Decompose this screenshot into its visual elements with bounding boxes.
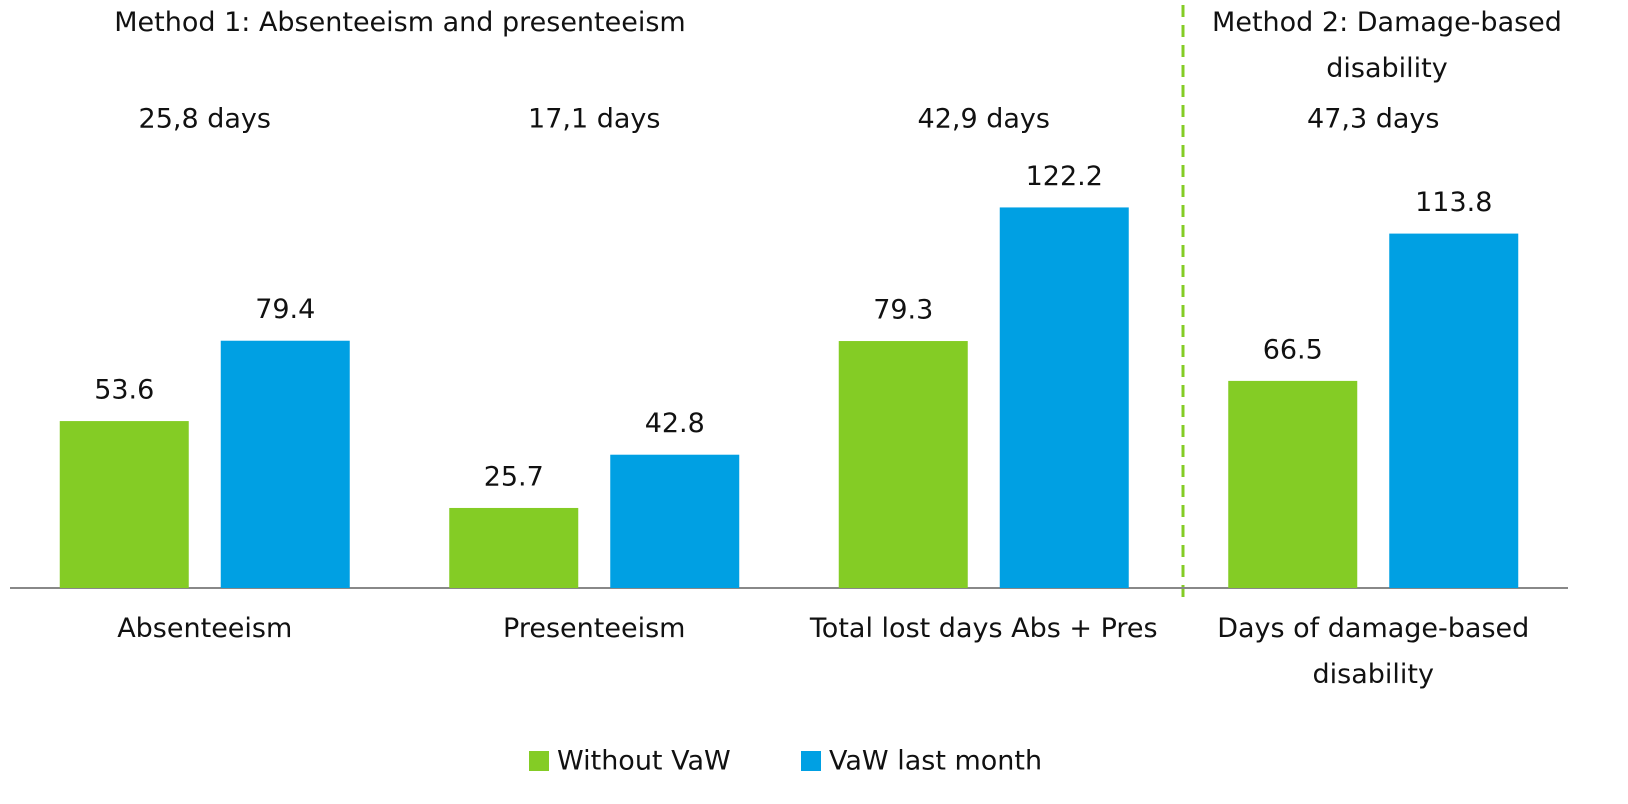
data-label: 25.7: [484, 461, 544, 492]
x-tick-label: Days of damage-based disability: [1217, 613, 1530, 690]
method-title: Method 1: Absenteeism and presenteeism: [114, 7, 686, 38]
data-label: 42.8: [645, 408, 705, 439]
data-label: 66.5: [1263, 334, 1323, 365]
method-title: Method 2: Damage-based disability: [1212, 7, 1562, 84]
legend-swatch: [529, 751, 549, 771]
bar: [59, 421, 189, 588]
bar: [1389, 233, 1519, 588]
bar: [610, 454, 740, 588]
group-total: 17,1 days: [528, 104, 660, 135]
bar: [449, 507, 579, 588]
bar: [1228, 380, 1358, 588]
data-label: 79.3: [873, 295, 933, 326]
data-label: 113.8: [1415, 187, 1492, 218]
data-label: 53.6: [94, 375, 154, 406]
group-total: 47,3 days: [1307, 104, 1439, 135]
bar: [999, 207, 1129, 589]
legend-label: Without VaW: [557, 746, 731, 777]
data-label: 79.4: [255, 294, 315, 325]
legend-label: VaW last month: [829, 746, 1042, 777]
bar: [838, 341, 968, 588]
x-tick-label: Presenteeism: [503, 613, 686, 644]
x-tick-label: Total lost days Abs + Pres: [809, 613, 1158, 644]
data-label: 122.2: [1026, 161, 1103, 192]
group-total: 25,8 days: [139, 104, 271, 135]
group-total: 42,9 days: [918, 104, 1050, 135]
bar: [220, 340, 350, 588]
legend-swatch: [801, 751, 821, 771]
x-tick-label: Absenteeism: [117, 613, 293, 644]
